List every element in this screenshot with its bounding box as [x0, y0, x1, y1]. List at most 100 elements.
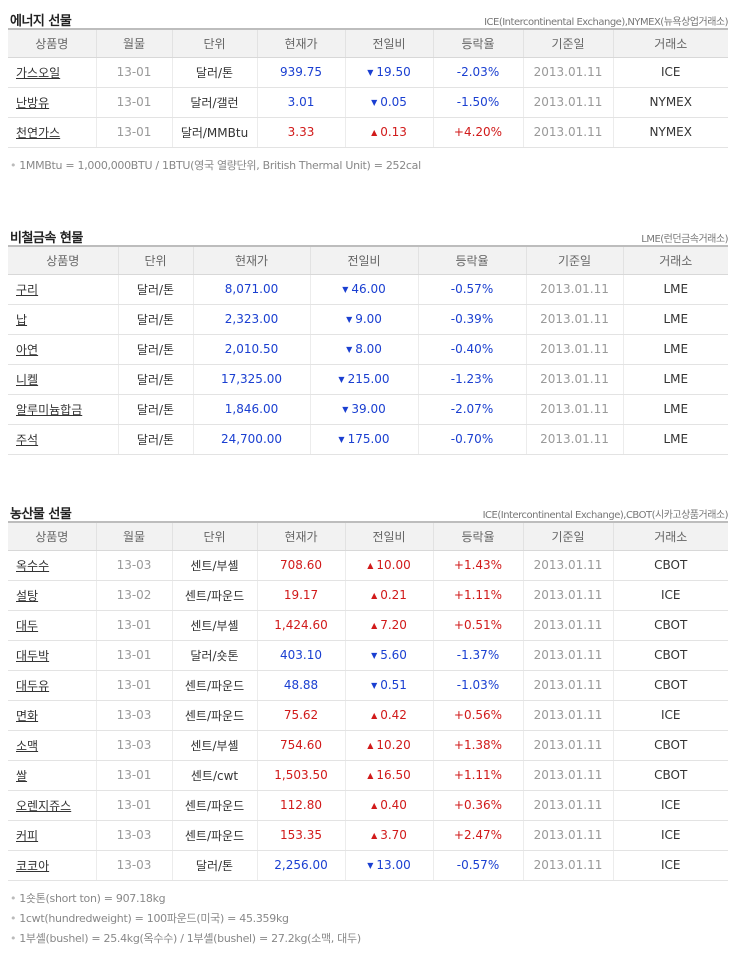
- product-link[interactable]: 코코아: [16, 858, 50, 873]
- unit-cell: 센트/부셸: [171, 550, 257, 581]
- exchange-cell: LME: [622, 364, 728, 395]
- rate-cell: -1.50%: [432, 87, 523, 118]
- product-link[interactable]: 주석: [16, 432, 39, 447]
- change-cell: ▼ 39.00: [309, 394, 418, 425]
- date-cell: 2013.01.11: [525, 304, 623, 335]
- product-link[interactable]: 대두유: [16, 678, 50, 693]
- change-value: 5.60: [380, 648, 407, 662]
- product-name-cell: 구리: [8, 274, 118, 305]
- price-cell: 112.80: [256, 790, 345, 821]
- product-link[interactable]: 납: [16, 312, 28, 327]
- rate-cell: +2.47%: [432, 820, 523, 851]
- product-name-cell: 면화: [8, 700, 96, 731]
- unit-cell: 달러/톤: [117, 364, 193, 395]
- rate-cell: -1.23%: [417, 364, 526, 395]
- energy-table: 상품명 월물 단위 현재가 전일비 등락율 기준일 거래소 가스오일 13-01 달러/톤 939.…: [8, 28, 728, 148]
- rate-cell: -2.03%: [432, 57, 523, 88]
- down-arrow-icon: ▼: [342, 285, 349, 294]
- price-cell: 754.60: [256, 730, 345, 761]
- product-link[interactable]: 가스오일: [16, 65, 61, 80]
- product-link[interactable]: 구리: [16, 282, 39, 297]
- contract-month-cell: 13-03: [95, 730, 172, 761]
- change-value: 0.40: [380, 798, 407, 812]
- exchange-cell: LME: [622, 424, 728, 455]
- up-arrow-icon: ▲: [367, 741, 374, 750]
- date-cell: 2013.01.11: [522, 640, 613, 671]
- price-cell: 24,700.00: [192, 424, 310, 455]
- product-link[interactable]: 설탕: [16, 588, 39, 603]
- change-cell: ▼ 8.00: [309, 334, 418, 365]
- date-cell: 2013.01.11: [525, 364, 623, 395]
- column-header: 거래소: [612, 28, 728, 58]
- notes: • 1MMBtu = 1,000,000BTU / 1BTU(영국 열량단위, B…: [8, 148, 728, 176]
- contract-month-cell: 13-01: [95, 640, 172, 671]
- unit-cell: 달러/갤런: [171, 87, 257, 118]
- rate-cell: -0.57%: [432, 850, 523, 881]
- table-row: 주석 달러/톤 24,700.00 ▼ 175.00 -0.70% 2013.01.11 LM…: [8, 424, 728, 455]
- change-value: 175.00: [347, 432, 390, 446]
- product-name-cell: 대두: [8, 610, 96, 641]
- note-text: 1부셸(bushel) = 25.4kg(옥수수) / 1부셸(bushel) …: [19, 931, 361, 945]
- section-header: 에너지 선물 ICE(Intercontinental Exchange),NY…: [8, 4, 728, 29]
- price-cell: 1,424.60: [256, 610, 345, 641]
- product-link[interactable]: 옥수수: [16, 558, 50, 573]
- price-cell: 3.33: [256, 117, 345, 148]
- change-cell: ▲ 0.40: [344, 790, 433, 821]
- product-name-cell: 오렌지쥬스: [8, 790, 96, 821]
- product-link[interactable]: 알루미늄합금: [16, 402, 83, 417]
- note-item: • 1숏톤(short ton) = 907.18kg: [8, 889, 728, 909]
- product-name-cell: 주석: [8, 424, 118, 455]
- note-text: 1숏톤(short ton) = 907.18kg: [19, 891, 166, 905]
- exchange-cell: LME: [622, 274, 728, 305]
- table-row: 쌀 13-01 센트/cwt 1,503.50 ▲ 16.50 +1.11% 2013.01.…: [8, 760, 728, 791]
- down-arrow-icon: ▼: [338, 375, 345, 384]
- product-link[interactable]: 오렌지쥬스: [16, 798, 72, 813]
- column-header: 상품명: [8, 521, 96, 551]
- column-header: 기준일: [522, 28, 613, 58]
- exchange-cell: CBOT: [612, 610, 728, 641]
- change-value: 0.51: [380, 678, 407, 692]
- change-cell: ▲ 10.00: [344, 550, 433, 581]
- rate-cell: +0.36%: [432, 790, 523, 821]
- change-cell: ▼ 9.00: [309, 304, 418, 335]
- contract-month-cell: 13-01: [95, 610, 172, 641]
- note-item: • 1MMBtu = 1,000,000BTU / 1BTU(영국 열량단위, B…: [8, 156, 728, 176]
- product-link[interactable]: 니켈: [16, 372, 39, 387]
- unit-cell: 달러/톤: [117, 394, 193, 425]
- rate-cell: -0.39%: [417, 304, 526, 335]
- down-arrow-icon: ▼: [346, 345, 353, 354]
- rate-cell: +1.11%: [432, 580, 523, 611]
- change-value: 0.13: [380, 125, 407, 139]
- table-row: 오렌지쥬스 13-01 센트/파운드 112.80 ▲ 0.40 +0.36% 2013.01…: [8, 790, 728, 821]
- product-link[interactable]: 커피: [16, 828, 39, 843]
- price-cell: 939.75: [256, 57, 345, 88]
- table-row: 커피 13-03 센트/파운드 153.35 ▲ 3.70 +2.47% 2013.01.11…: [8, 820, 728, 851]
- contract-month-cell: 13-01: [95, 760, 172, 791]
- agri-table: 상품명 월물 단위 현재가 전일비 등락율 기준일 거래소 옥수수 13-03 센트/부셸 708.…: [8, 521, 728, 881]
- change-value: 46.00: [351, 282, 386, 296]
- bullet-icon: •: [10, 911, 17, 925]
- unit-cell: 달러/톤: [117, 424, 193, 455]
- table-row: 가스오일 13-01 달러/톤 939.75 ▼ 19.50 -2.03% 2013.01.1…: [8, 57, 728, 88]
- section-title: 에너지 선물: [10, 14, 72, 29]
- date-cell: 2013.01.11: [522, 700, 613, 731]
- product-link[interactable]: 면화: [16, 708, 39, 723]
- product-link[interactable]: 천연가스: [16, 125, 61, 140]
- product-link[interactable]: 대두박: [16, 648, 50, 663]
- table-row: 설탕 13-02 센트/파운드 19.17 ▲ 0.21 +1.11% 2013.01.11 I…: [8, 580, 728, 611]
- metals-table: 상품명 단위 현재가 전일비 등락율 기준일 거래소 구리 달러/톤 8,071.00 ▼ 46.0…: [8, 245, 728, 455]
- unit-cell: 센트/cwt: [171, 760, 257, 791]
- product-link[interactable]: 대두: [16, 618, 39, 633]
- product-link[interactable]: 쌀: [16, 768, 28, 783]
- contract-month-cell: 13-03: [95, 550, 172, 581]
- product-link[interactable]: 아연: [16, 342, 39, 357]
- change-value: 0.42: [380, 708, 407, 722]
- product-name-cell: 소맥: [8, 730, 96, 761]
- unit-cell: 달러/톤: [171, 57, 257, 88]
- change-cell: ▲ 3.70: [344, 820, 433, 851]
- product-link[interactable]: 소맥: [16, 738, 39, 753]
- change-value: 3.70: [380, 828, 407, 842]
- price-cell: 2,010.50: [192, 334, 310, 365]
- column-header: 거래소: [622, 245, 728, 275]
- product-link[interactable]: 난방유: [16, 95, 50, 110]
